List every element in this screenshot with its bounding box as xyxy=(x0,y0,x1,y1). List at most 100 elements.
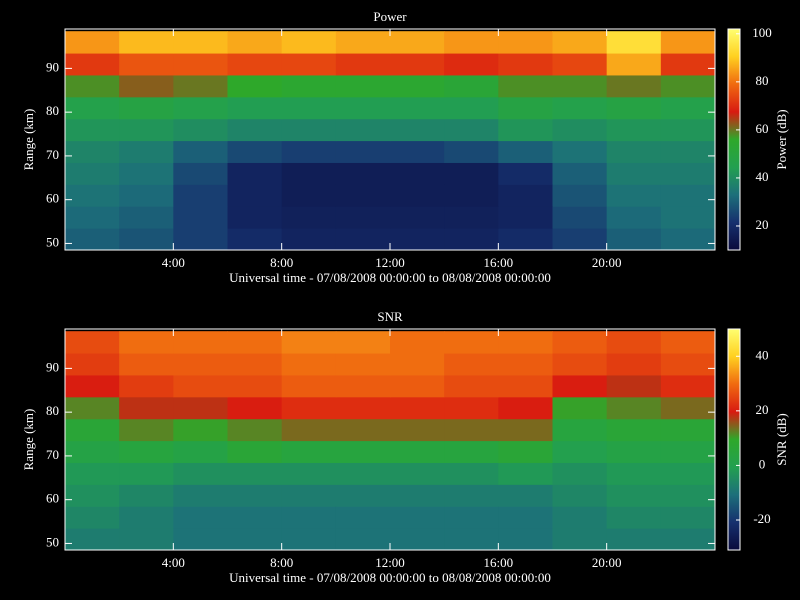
heatmap-cell xyxy=(552,418,608,442)
heatmap-cell xyxy=(444,162,499,185)
heatmap-cell xyxy=(119,418,174,442)
heatmap-cell xyxy=(660,528,715,550)
heatmap-cell xyxy=(227,118,283,142)
heatmap-cell xyxy=(606,418,662,442)
heatmap-cell xyxy=(606,462,662,485)
heatmap-cell xyxy=(281,440,337,463)
heatmap-cell xyxy=(660,506,715,529)
heatmap-cell xyxy=(444,528,499,550)
cells xyxy=(65,31,715,250)
heatmap-cell xyxy=(173,506,228,529)
heatmap-cell xyxy=(498,53,553,76)
heatmap-cell xyxy=(498,118,553,142)
heatmap-cell xyxy=(335,206,391,229)
heatmap-cell xyxy=(65,418,120,442)
colorbar xyxy=(728,29,740,250)
heatmap-cell xyxy=(119,31,174,54)
heatmap-cell xyxy=(281,96,337,120)
heatmap-cell xyxy=(498,506,553,529)
heatmap-cell xyxy=(227,462,283,485)
heatmap-cell xyxy=(444,184,499,207)
heatmap-cell xyxy=(552,162,608,185)
heatmap-cell xyxy=(173,140,228,163)
heatmap-cell xyxy=(660,31,715,54)
heatmap-cell xyxy=(227,331,283,354)
heatmap-cell xyxy=(660,118,715,142)
heatmap-cell xyxy=(390,374,445,398)
heatmap-cell xyxy=(552,31,608,54)
heatmap-cell xyxy=(281,140,337,163)
heatmap-cell xyxy=(335,118,391,142)
heatmap-cell xyxy=(335,53,391,76)
heatmap-cell xyxy=(390,206,445,229)
heatmap-cell xyxy=(606,396,662,420)
heatmap-cell xyxy=(606,331,662,354)
heatmap-cell xyxy=(606,96,662,120)
heatmap-cell xyxy=(444,331,499,354)
plot-title: SNR xyxy=(377,309,403,324)
heatmap-cell xyxy=(173,118,228,142)
heatmap-cell xyxy=(552,96,608,120)
heatmap-cell xyxy=(390,528,445,550)
heatmap-cell xyxy=(660,374,715,398)
heatmap-cell xyxy=(173,96,228,120)
heatmap-cell xyxy=(173,162,228,185)
heatmap-cell xyxy=(335,31,391,54)
heatmap-cell xyxy=(444,484,499,507)
heatmap-cell xyxy=(65,396,120,420)
heatmap-cell xyxy=(390,140,445,163)
heatmap-cell xyxy=(444,96,499,120)
heatmap-cell xyxy=(227,184,283,207)
heatmap-cell xyxy=(335,528,391,550)
x-tick-label: 20:00 xyxy=(592,255,622,270)
colorbar-tick-label: 20 xyxy=(756,217,769,232)
colorbar-tick-label: 0 xyxy=(759,456,766,471)
heatmap-cell xyxy=(281,506,337,529)
heatmap-cell xyxy=(227,353,283,376)
heatmap-cell xyxy=(390,396,445,420)
heatmap-cell xyxy=(660,484,715,507)
heatmap-cell xyxy=(281,53,337,76)
heatmap-cell xyxy=(173,184,228,207)
heatmap-cell xyxy=(606,162,662,185)
colorbar-tick-label: 20 xyxy=(756,402,769,417)
heatmap-cell xyxy=(335,440,391,463)
colorbar-tick-label: 40 xyxy=(756,169,769,184)
heatmap-cell xyxy=(444,228,499,250)
heatmap-cell xyxy=(606,53,662,76)
heatmap-cell xyxy=(65,374,120,398)
heatmap-cell xyxy=(281,353,337,376)
heatmap-cell xyxy=(498,331,553,354)
colorbar-tick-label: -20 xyxy=(753,511,770,526)
heatmap-cell xyxy=(335,228,391,250)
heatmap-cell xyxy=(444,31,499,54)
y-tick-label: 80 xyxy=(46,403,59,418)
heatmap-cell xyxy=(119,206,174,229)
y-tick-label: 60 xyxy=(46,191,59,206)
heatmap-cell xyxy=(119,396,174,420)
heatmap-cell xyxy=(281,228,337,250)
heatmap-cell xyxy=(390,74,445,98)
heatmap-cell xyxy=(173,528,228,550)
heatmap-cell xyxy=(119,353,174,376)
heatmap-cell xyxy=(444,206,499,229)
heatmap-cell xyxy=(335,462,391,485)
heatmap-cell xyxy=(390,484,445,507)
colorbar-label: Power (dB) xyxy=(774,109,789,169)
heatmap-cell xyxy=(335,484,391,507)
heatmap-cell xyxy=(335,140,391,163)
heatmap-cell xyxy=(552,118,608,142)
heatmap-cell xyxy=(552,140,608,163)
heatmap-cell xyxy=(173,31,228,54)
heatmap-cell xyxy=(498,96,553,120)
colorbar-tick-label: 80 xyxy=(756,73,769,88)
heatmap-cell xyxy=(660,96,715,120)
heatmap-cell xyxy=(335,418,391,442)
heatmap-cell xyxy=(390,331,445,354)
heatmap-cell xyxy=(390,440,445,463)
heatmap-cell xyxy=(281,118,337,142)
heatmap-cell xyxy=(173,440,228,463)
heatmap-cell xyxy=(498,528,553,550)
heatmap-cell xyxy=(281,162,337,185)
heatmap-cell xyxy=(281,31,337,54)
